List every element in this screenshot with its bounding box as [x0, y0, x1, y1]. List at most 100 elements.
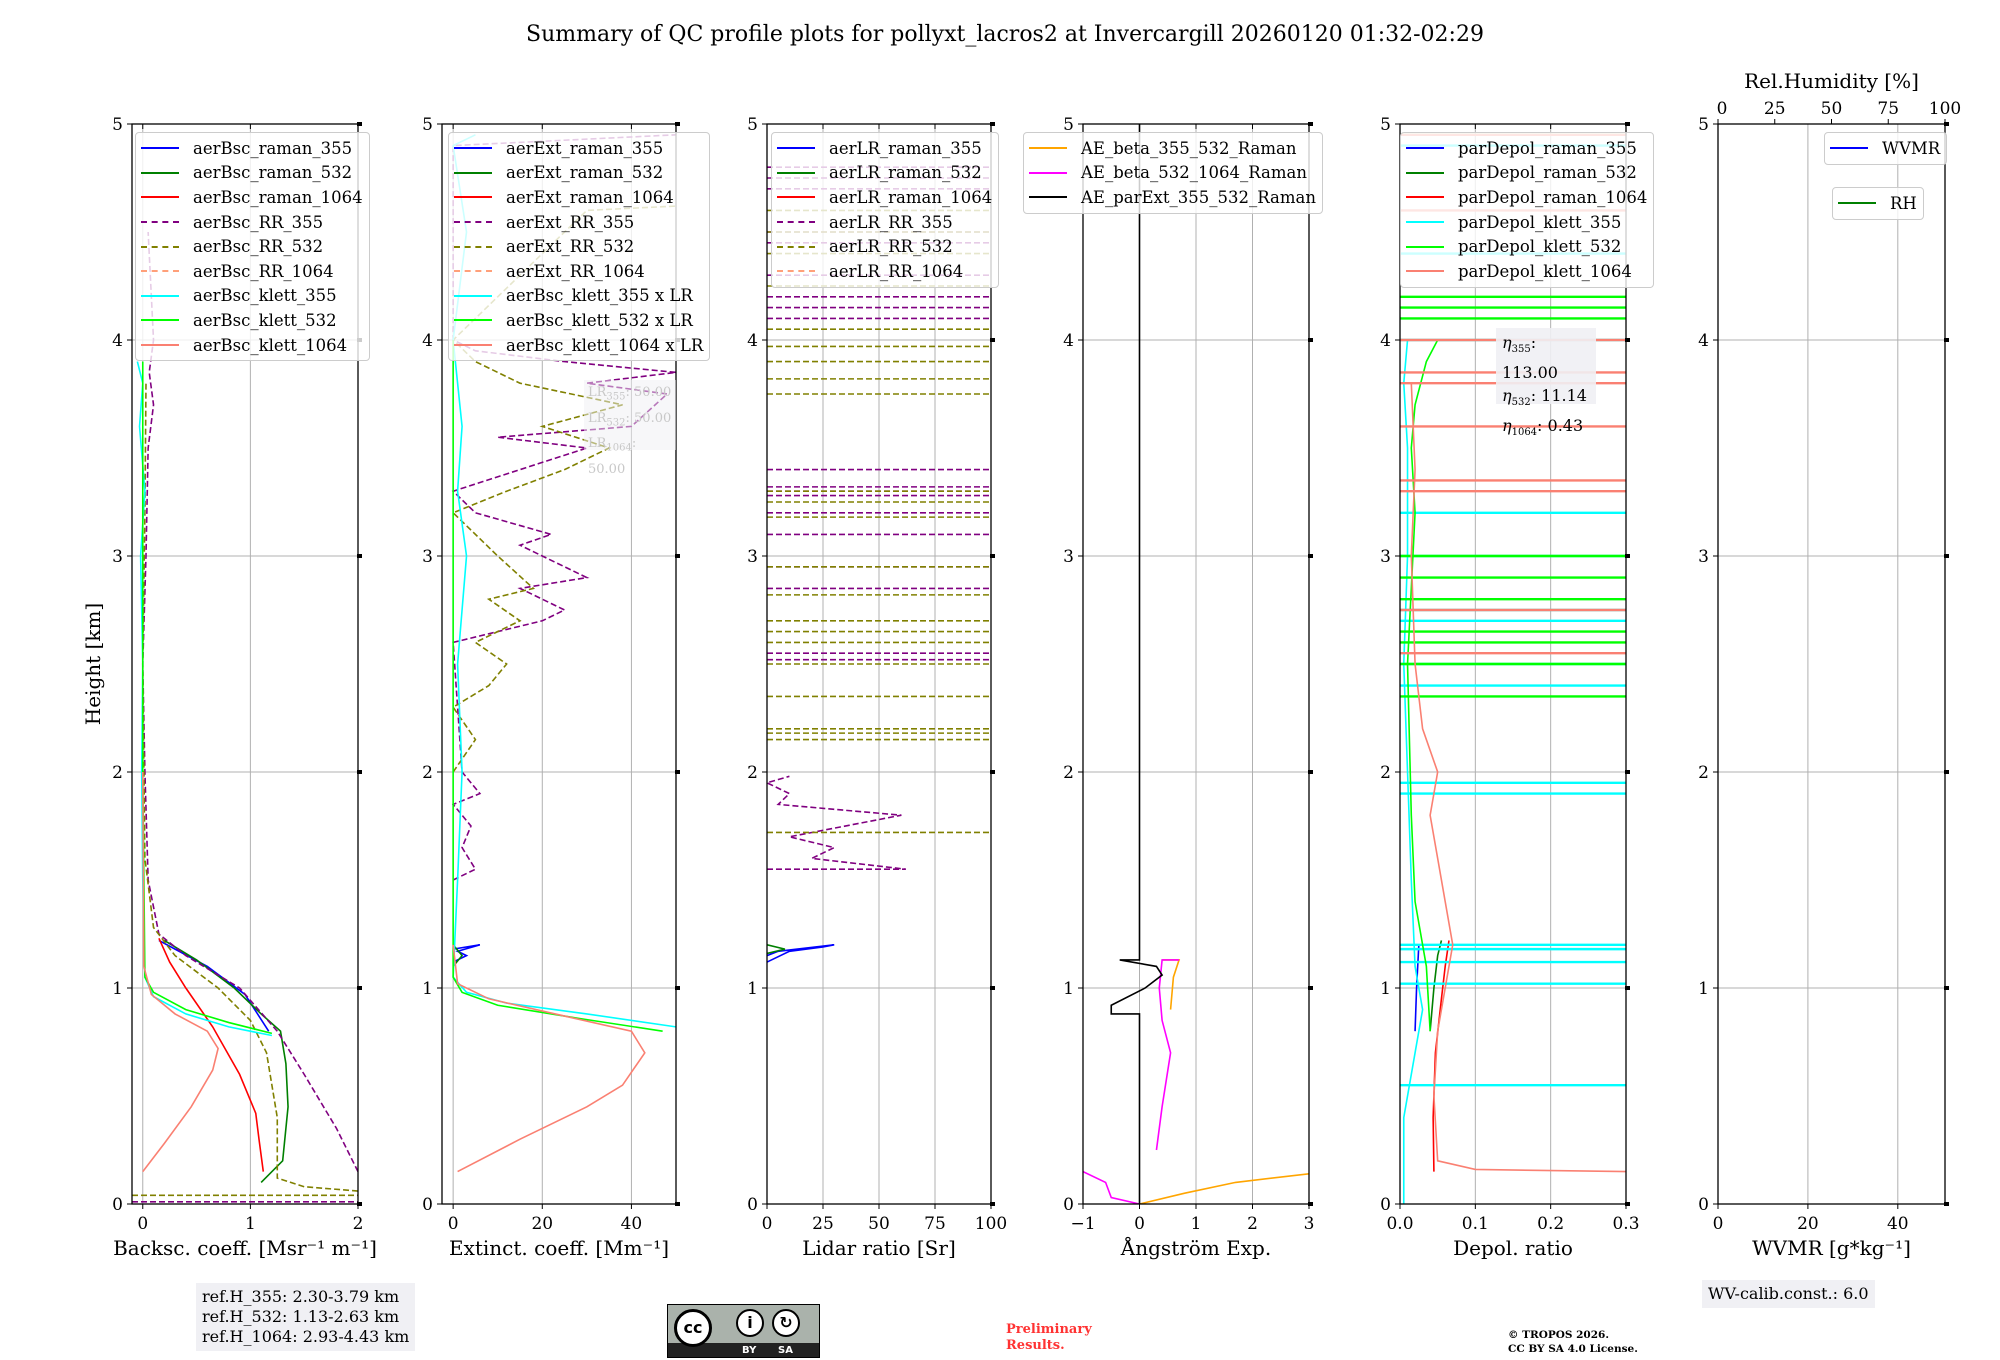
y-tick-label: 0: [112, 1195, 123, 1215]
legend-line-swatch: [141, 196, 179, 199]
y-tick-right: [1944, 122, 1949, 126]
legend-line-swatch: [777, 221, 815, 224]
series-aerext-raman-355: [452, 944, 481, 963]
top-x-tick-label: 100: [1929, 99, 1961, 119]
legend-entry: aerBsc_klett_1064 x LR: [454, 333, 703, 358]
series-aerbsc-klett-532: [141, 361, 273, 1035]
legend-label: aerBsc_raman_532: [193, 163, 353, 183]
legend-line-swatch: [454, 294, 492, 297]
legend-label: RH: [1890, 193, 1917, 213]
series-aerbsc-raman-1064: [158, 937, 265, 1172]
series-aerext-rr-355: [451, 134, 676, 881]
ref-height-532: ref.H_532: 1.13-2.63 km: [202, 1307, 400, 1326]
cc-by-sa-license-logo: cc i ↻ BY SA: [667, 1304, 820, 1358]
top-x-tick-label: 50: [1821, 99, 1843, 119]
figure-title: Summary of QC profile plots for pollyxt_…: [526, 22, 1484, 47]
legend-rh: RH: [1832, 187, 1924, 220]
legend-line-swatch: [777, 196, 815, 199]
y-tick-label: 5: [747, 115, 758, 135]
x-tick-label: 20: [1797, 1214, 1819, 1234]
legend-label: aerLR_RR_532: [829, 237, 953, 257]
legend-wvmr: WVMR: [1824, 132, 1948, 165]
legend-entry: aerLR_raman_532: [777, 161, 992, 186]
y-tick-right: [1308, 554, 1313, 558]
y-tick-label: 3: [112, 547, 123, 567]
legend-entry: aerBsc_RR_355: [141, 210, 363, 235]
share-alike-icon: ↻: [772, 1309, 800, 1337]
legend-panel-3: aerLR_raman_355 aerLR_raman_532 aerLR_rama…: [771, 132, 1000, 288]
legend-label: AE_parExt_355_532_Raman: [1081, 187, 1316, 207]
legend-label: parDepol_klett_355: [1458, 212, 1622, 232]
y-tick-right: [1308, 122, 1313, 126]
legend-line-swatch: [1830, 147, 1868, 150]
attribution-person-icon: i: [736, 1309, 764, 1337]
legend-entry: parDepol_raman_532: [1406, 161, 1647, 186]
legend-entry: parDepol_klett_1064: [1406, 259, 1647, 284]
x-tick-label: 0: [762, 1214, 773, 1234]
legend-entry: aerExt_raman_1064: [454, 185, 703, 210]
legend-entry: aerBsc_raman_532: [141, 161, 363, 186]
panel-6: 0 20 40 0 1 2 3 4 5 WVMR [g*kg⁻¹] 0 25 50 75 100 Rel.Hu…: [1698, 69, 1961, 1260]
series-aerlr-raman-532: [767, 944, 786, 955]
x-tick-label: 0: [1134, 1214, 1145, 1234]
eta-info-box: η355: 113.00 η532: 11.14 η1064: 0.43: [1496, 328, 1596, 439]
legend-entry: aerBsc_klett_1064: [141, 333, 363, 358]
reference-height-box: ref.H_355: 2.30-3.79 km ref.H_532: 1.13-…: [196, 1283, 416, 1351]
legend-line-swatch: [1029, 196, 1067, 199]
y-tick-label: 2: [112, 763, 123, 783]
x-tick-label: 50: [868, 1214, 890, 1234]
y-tick-right: [675, 1202, 680, 1206]
legend-entry: aerBsc_raman_1064: [141, 185, 363, 210]
legend-label: parDepol_klett_532: [1458, 237, 1622, 257]
series-aerbsc-klett-1064: [141, 771, 219, 1173]
legend-line-swatch: [141, 245, 179, 248]
series-aerext-raman-532: [452, 944, 464, 967]
lidar-ratio-info-box: LR355: 50.00 LR532: 50.00 LR1064: 50.00: [584, 380, 676, 477]
x-tick-label: 0.2: [1537, 1214, 1564, 1234]
y-tick-right: [1944, 1202, 1949, 1206]
legend-line-swatch: [1406, 245, 1444, 248]
y-tick-label: 5: [112, 115, 123, 135]
legend-entry: aerBsc_klett_355: [141, 284, 363, 309]
top-x-tick-label: 75: [1877, 99, 1899, 119]
y-tick-label: 1: [1380, 979, 1391, 999]
eta355-value: 113.00: [1502, 363, 1558, 383]
y-tick-right: [1308, 986, 1313, 990]
legend-entry: parDepol_klett_532: [1406, 234, 1647, 259]
series-ae-beta-355-532-raman: [1162, 959, 1181, 1010]
y-tick-label: 1: [422, 979, 433, 999]
legend-line-swatch: [1406, 196, 1444, 199]
legend-label: aerExt_RR_1064: [506, 261, 645, 281]
preliminary-line-2: Results.: [1006, 1338, 1065, 1353]
y-tick-label: 5: [1380, 115, 1391, 135]
legend-label: aerBsc_klett_1064 x LR: [506, 335, 704, 355]
series-pardepol-raman-355: [1414, 944, 1420, 1032]
series-group: [132, 231, 358, 1203]
x-tick-label: 0: [448, 1214, 459, 1234]
legend-label: aerBsc_klett_355 x LR: [506, 286, 693, 306]
legend-label: AE_beta_355_532_Raman: [1081, 138, 1297, 158]
legend-label: aerExt_raman_355: [506, 138, 664, 158]
legend-line-swatch: [141, 270, 179, 273]
legend-line-swatch: [454, 245, 492, 248]
axes-frame: [1399, 123, 1627, 1205]
series-ae-beta-355-532-raman: [1139, 1172, 1309, 1204]
axes-frame: [131, 123, 359, 1205]
legend-label: aerLR_raman_532: [829, 163, 982, 183]
x-tick-label: 0.1: [1462, 1214, 1489, 1234]
legend-line-swatch: [1406, 171, 1444, 174]
x-axis-label: Extinct. coeff. [Mm⁻¹]: [449, 1236, 669, 1260]
series-aerext-rr-532: [451, 205, 676, 773]
legend-entry: aerBsc_klett_532 x LR: [454, 308, 703, 333]
copyright-line-1: © TROPOS 2026.: [1508, 1329, 1610, 1341]
legend-label: WVMR: [1882, 138, 1941, 158]
legend-label: aerLR_RR_1064: [829, 261, 964, 281]
series-aerbsc-klett-355: [136, 361, 273, 1037]
top-x-axis-label: Rel.Humidity [%]: [1744, 69, 1919, 93]
legend-entry: aerLR_RR_355: [777, 210, 992, 235]
series-aerbsc-rr-355: [141, 231, 358, 1172]
wv-calibration-box: WV-calib.const.: 6.0: [1702, 1280, 1875, 1308]
y-tick-label: 5: [1063, 115, 1074, 135]
x-tick-label: 100: [975, 1214, 1007, 1234]
